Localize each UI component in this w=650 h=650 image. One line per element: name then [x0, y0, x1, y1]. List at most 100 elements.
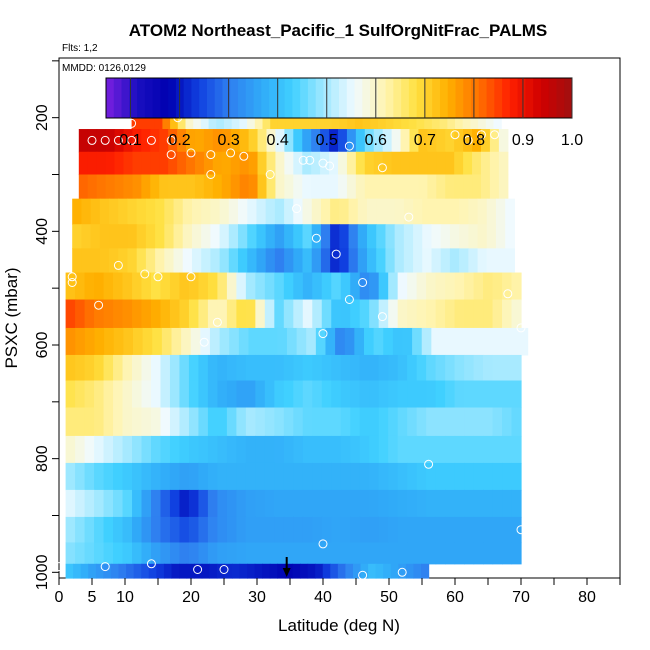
heatmap-cell: [194, 174, 205, 200]
heatmap-cell: [292, 563, 301, 579]
heatmap-cell: [394, 248, 405, 274]
heatmap-cell: [114, 151, 125, 176]
heatmap-cell: [194, 563, 203, 579]
heatmap-cell: [113, 407, 124, 437]
sample-point: [430, 565, 440, 574]
heatmap-cell: [75, 354, 86, 382]
heatmap-cell: [188, 354, 200, 382]
heatmap-cell: [141, 380, 152, 409]
heatmap-cell: [224, 563, 233, 579]
heatmap-cell: [159, 174, 169, 200]
heatmap-cell: [194, 151, 205, 176]
heatmap-cell: [132, 354, 143, 382]
heatmap-cell: [236, 516, 247, 544]
sample-point: [113, 135, 123, 145]
colorbar-segment: [339, 78, 348, 118]
heatmap-cell: [355, 174, 366, 200]
heatmap-cell: [267, 327, 278, 356]
heatmap-cell: [445, 354, 456, 382]
heatmap-cell: [226, 272, 237, 301]
heatmap-cell: [103, 462, 114, 491]
heatmap-cell: [331, 435, 342, 464]
heatmap-cell: [274, 248, 285, 274]
heatmap-cell: [498, 151, 509, 176]
heatmap-cell: [87, 151, 98, 176]
heatmap-cell: [445, 299, 456, 329]
heatmap-cell: [141, 542, 152, 565]
heatmap-cell: [179, 407, 190, 437]
heatmap-cell: [160, 462, 171, 491]
heatmap-cell: [382, 174, 393, 200]
heatmap-cell: [65, 327, 76, 356]
sample-point: [94, 300, 104, 310]
heatmap-cell: [248, 151, 259, 176]
heatmap-cell: [84, 489, 95, 518]
heatmap-cell: [320, 248, 331, 274]
heatmap-cell: [367, 198, 377, 225]
heatmap-cell: [407, 299, 418, 329]
heatmap-cell: [407, 489, 418, 518]
heatmap-cell: [186, 129, 196, 153]
heatmap-cell: [321, 435, 332, 464]
heatmap-cell: [385, 248, 396, 274]
colorbar-segment: [556, 78, 565, 118]
y-tick-label: 400: [34, 218, 51, 245]
heatmap-cell: [492, 407, 503, 437]
heatmap-cell: [348, 248, 359, 274]
heatmap-cell: [502, 462, 513, 491]
heatmap-cell: [364, 129, 375, 153]
heatmap-cell: [315, 563, 324, 579]
heatmap-cell: [473, 380, 484, 409]
heatmap-cell: [150, 380, 162, 409]
heatmap-cell: [311, 174, 321, 200]
heatmap-cell: [255, 489, 266, 518]
heatmap-cell: [198, 272, 209, 301]
heatmap-cell: [369, 272, 380, 301]
heatmap-cell: [217, 272, 228, 301]
heatmap-cell: [275, 174, 285, 200]
heatmap-cell: [321, 380, 332, 409]
heatmap-cell: [169, 516, 181, 544]
heatmap-cell: [435, 435, 446, 464]
heatmap-cell: [412, 327, 423, 356]
heatmap-cell: [255, 354, 266, 382]
heatmap-cell: [367, 224, 377, 249]
heatmap-cell: [312, 272, 323, 301]
heatmap-cell: [221, 151, 232, 176]
x-tick-label: 20: [182, 589, 200, 606]
heatmap-cell: [201, 224, 211, 249]
heatmap-cell: [209, 563, 218, 579]
heatmap-cell: [511, 489, 522, 518]
heatmap-cell: [339, 248, 350, 274]
heatmap-cell: [105, 174, 116, 200]
heatmap-cell: [236, 435, 247, 464]
colorbar-tick-label: 1.0: [561, 132, 583, 149]
heatmap-cell: [284, 198, 294, 225]
heatmap-cell: [132, 489, 143, 518]
heatmap-cell: [293, 516, 304, 544]
heatmap-cell: [321, 354, 332, 382]
sample-point: [397, 567, 407, 577]
heatmap-cell: [293, 198, 304, 225]
heatmap-cell: [376, 224, 387, 249]
heatmap-cell: [114, 129, 125, 153]
heatmap-cell: [248, 129, 259, 153]
heatmap-cell: [489, 174, 500, 200]
heatmap-cell: [409, 174, 420, 200]
colorbar-segment: [486, 78, 495, 118]
heatmap-cell: [94, 435, 105, 464]
heatmap-cell: [293, 407, 304, 437]
heatmap-cell: [236, 542, 247, 565]
heatmap-cell: [454, 129, 464, 153]
heatmap-cell: [150, 462, 162, 491]
heatmap-cell: [207, 354, 218, 382]
x-tick-label: 5: [88, 589, 97, 606]
x-tick-label: 80: [578, 589, 596, 606]
x-tick-label: 40: [314, 589, 332, 606]
heatmap-cell: [274, 272, 285, 301]
heatmap-cell: [416, 380, 427, 409]
sample-point: [331, 249, 341, 259]
heatmap-cell: [331, 516, 342, 544]
heatmap-cell: [217, 462, 228, 491]
sample-point: [503, 289, 513, 299]
